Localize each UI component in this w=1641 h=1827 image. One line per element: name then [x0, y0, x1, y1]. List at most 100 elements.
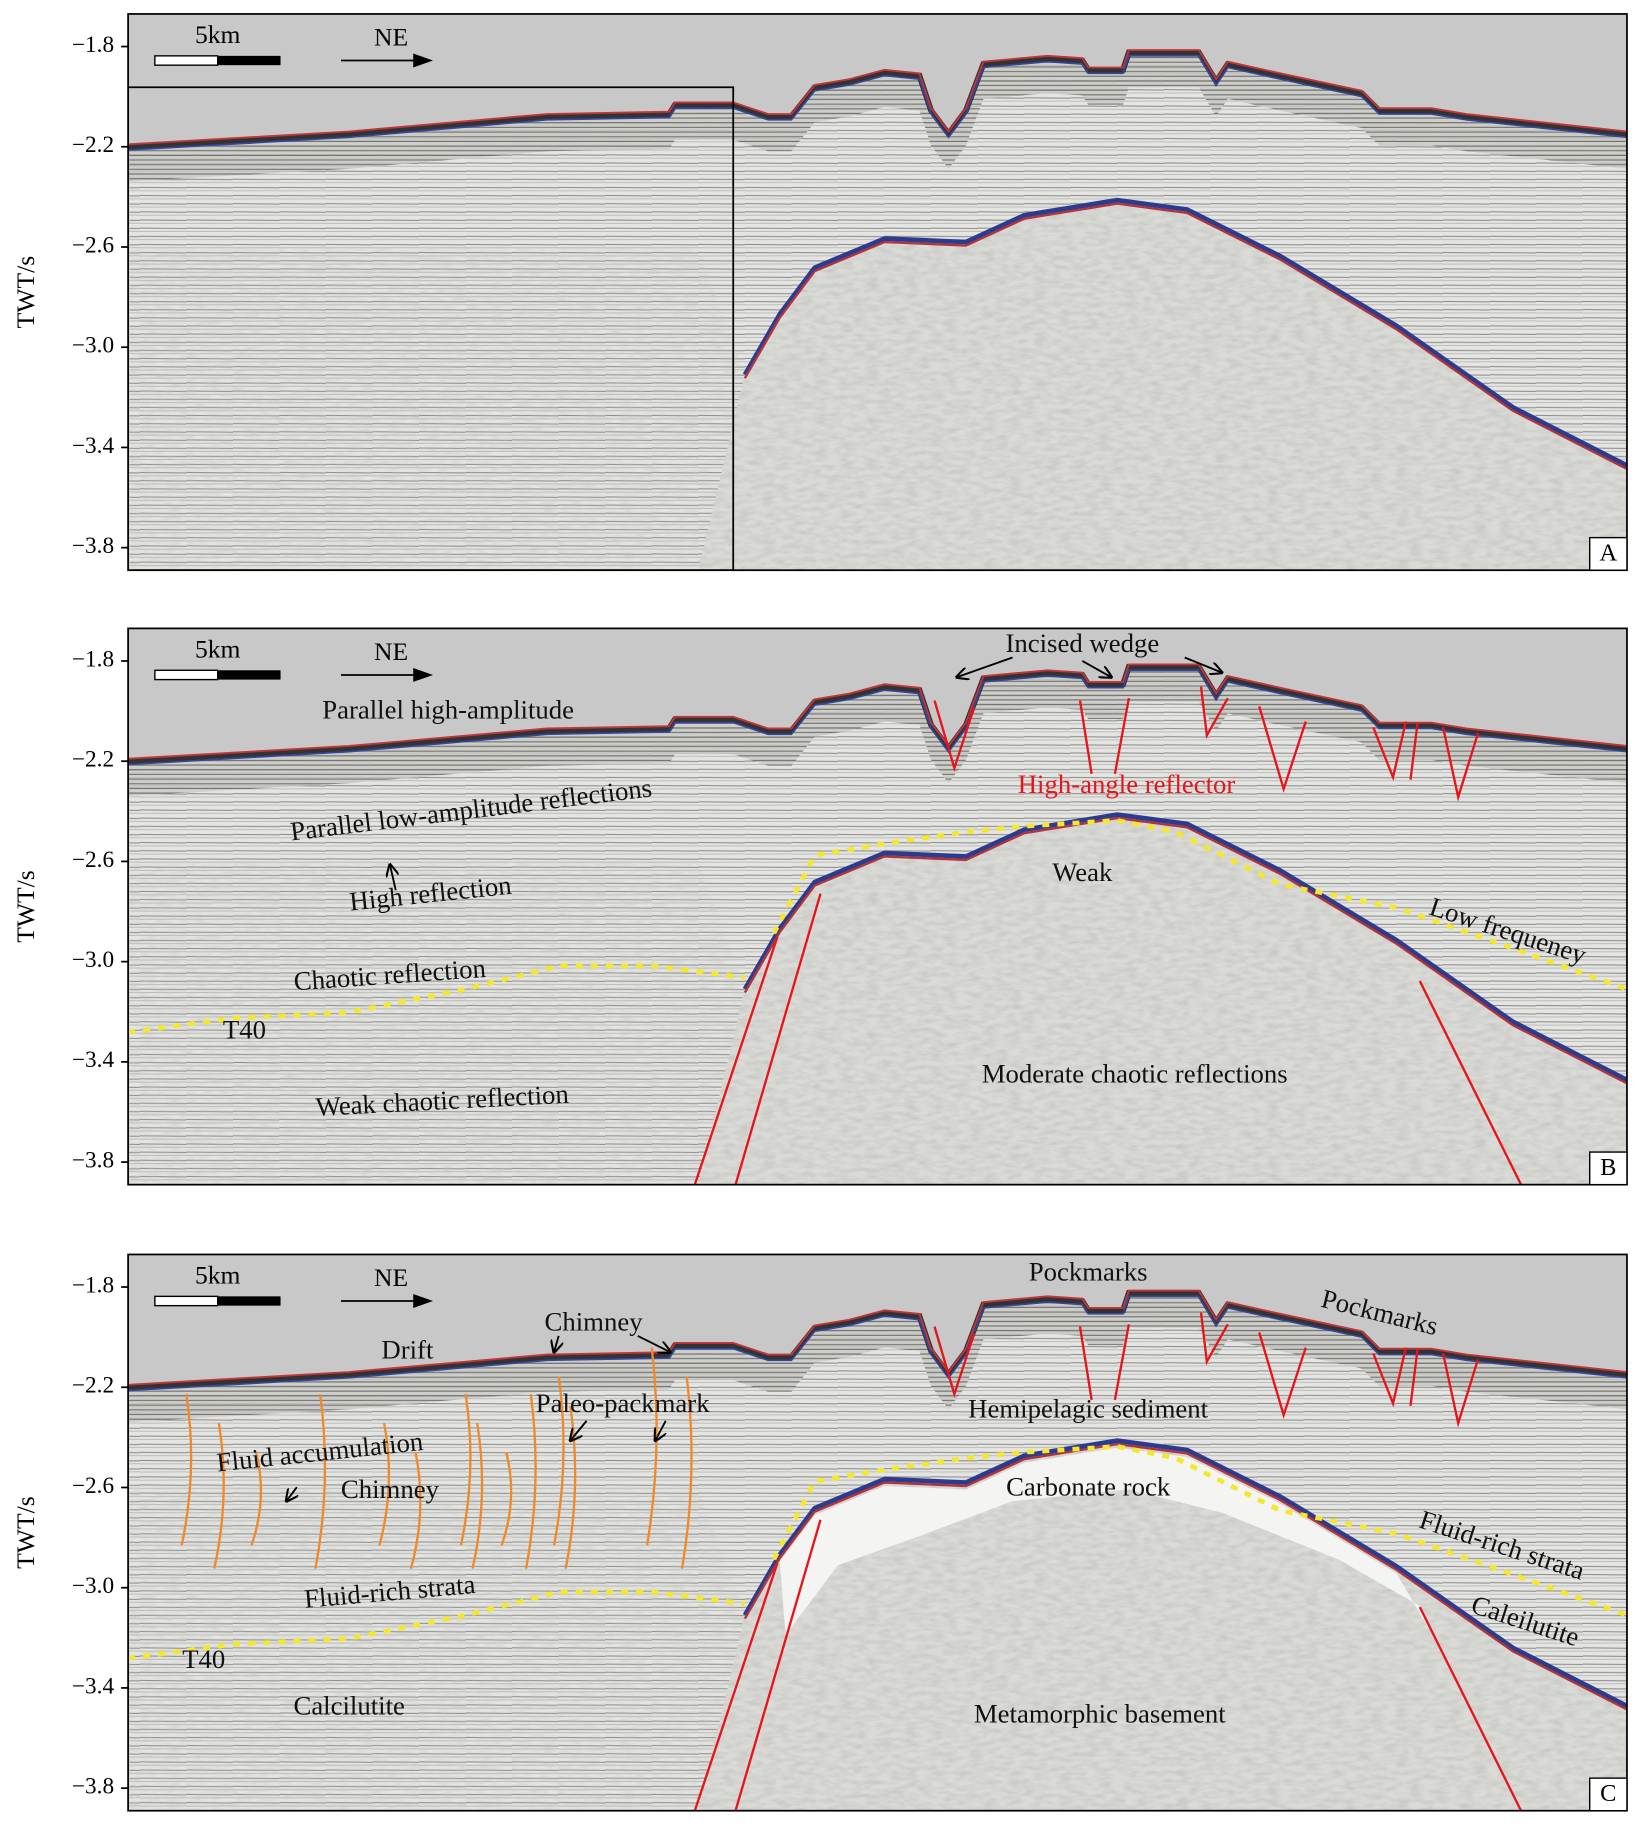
- fault: [734, 893, 822, 1185]
- fault: [693, 936, 779, 1185]
- left-texture: [128, 861, 745, 1185]
- seafloor-red: [128, 1289, 1627, 1386]
- annotation: Hemipelagic sediment: [968, 1394, 1208, 1424]
- scale-label: 5km: [195, 635, 241, 664]
- panel-label-box: [1589, 536, 1628, 571]
- annotation: Moderate chaotic reflections: [982, 1059, 1288, 1089]
- annotation: Incised wedge: [1005, 628, 1159, 658]
- y-tick-label: −1.8: [72, 1272, 114, 1298]
- fault: [1078, 700, 1093, 775]
- horizon: [771, 818, 1627, 992]
- upper-band: [128, 1292, 1627, 1423]
- direction-label: NE: [374, 1263, 408, 1292]
- y-tick-label: −1.8: [72, 32, 114, 58]
- panel: −1.8 −2.2 −2.6 −3.0 −3.4 −3.8 TWT/s 5km NE B Incis…: [11, 627, 1628, 1186]
- seafloor-blue: [128, 55, 1627, 151]
- pointer-arrow: [655, 1420, 667, 1441]
- upper-band: [128, 666, 1627, 796]
- chimney: [378, 1422, 391, 1546]
- annotation: T40: [182, 1644, 225, 1674]
- fault: [1078, 1326, 1093, 1401]
- seafloor-blue: [128, 669, 1627, 766]
- dome-top-red: [743, 202, 1627, 471]
- chimney: [524, 1393, 537, 1569]
- chimney: [459, 1393, 472, 1546]
- chimney: [180, 1393, 193, 1546]
- pointer-arrow: [957, 656, 1013, 677]
- direction-head: [413, 1294, 433, 1308]
- dome-top: [742, 812, 1627, 1082]
- y-axis-label: TWT/s: [11, 256, 40, 329]
- section: [128, 13, 1627, 571]
- pointer-arrow: [554, 1335, 559, 1352]
- horizon: [128, 1589, 746, 1661]
- fault: [1199, 1312, 1229, 1366]
- pointer-arrow: [1081, 660, 1111, 677]
- seafloor-blue: [128, 1295, 1627, 1392]
- scale-label: 5km: [195, 20, 241, 49]
- fault: [693, 1562, 779, 1811]
- y-axis-label: TWT/s: [11, 1496, 40, 1569]
- y-tick-label: −2.6: [72, 847, 114, 873]
- seafloor-red: [128, 663, 1627, 760]
- y-tick-label: −2.2: [72, 747, 114, 773]
- y-tick-label: −2.2: [72, 132, 114, 158]
- y-tick-label: −3.8: [72, 533, 114, 559]
- fault: [1199, 686, 1229, 740]
- y-tick-label: −3.4: [72, 1673, 115, 1699]
- chimney: [564, 1405, 577, 1569]
- chimney: [471, 1423, 484, 1569]
- annotation: Calcilutite: [293, 1690, 404, 1720]
- pointer-arrow: [1184, 656, 1222, 672]
- scale-white: [154, 669, 219, 681]
- fault: [734, 1519, 822, 1811]
- annotation: Carbonate rock: [1006, 1472, 1171, 1502]
- panel-label: C: [1600, 1780, 1616, 1807]
- y-axis-label: TWT/s: [11, 870, 40, 943]
- section: [128, 1254, 1627, 1811]
- fault: [1409, 1349, 1419, 1406]
- scale-white: [154, 55, 219, 66]
- fault: [1113, 1324, 1131, 1401]
- direction-head: [413, 667, 433, 682]
- chimney: [680, 1376, 693, 1569]
- left-texture: [128, 1487, 745, 1811]
- fault: [1418, 1606, 1523, 1811]
- y-tick-label: −2.2: [72, 1373, 114, 1399]
- panel: −1.8 −2.2 −2.6 −3.0 −3.4 −3.8 TWT/s 5km NE C Pockm…: [11, 1253, 1628, 1812]
- panel-label-box: [1589, 1777, 1628, 1812]
- fault: [1258, 706, 1307, 793]
- pointer-arrow: [286, 1486, 296, 1501]
- scale-black: [217, 1296, 281, 1306]
- inset-box: [128, 86, 735, 571]
- y-tick-label: −3.0: [72, 333, 114, 359]
- y-tick-label: −3.0: [72, 947, 114, 973]
- dome-top-red: [743, 816, 1627, 1085]
- fault: [1418, 980, 1523, 1185]
- scale-white: [154, 1295, 219, 1307]
- y-tick-label: −3.8: [72, 1774, 114, 1800]
- horizon: [771, 1444, 1627, 1618]
- annotation: Chimney: [545, 1306, 644, 1336]
- carbonate: [779, 1447, 1455, 1674]
- fault: [1409, 723, 1419, 780]
- fault: [1372, 721, 1407, 782]
- upper-band: [128, 52, 1627, 182]
- basement-texture: [698, 200, 1627, 571]
- chimney: [314, 1393, 327, 1569]
- seafloor-red: [128, 49, 1627, 146]
- fault: [933, 1326, 976, 1399]
- chimney: [409, 1452, 422, 1569]
- fault: [1258, 1332, 1307, 1419]
- annotation: Pockmarks: [1029, 1256, 1148, 1286]
- scale-label: 5km: [195, 1261, 241, 1290]
- scale-black: [217, 55, 281, 66]
- y-tick-label: −1.8: [72, 646, 114, 672]
- dome-top: [742, 197, 1627, 468]
- annotation: Drift: [381, 1334, 434, 1364]
- y-tick-label: −3.8: [72, 1147, 114, 1173]
- frame: [127, 627, 1628, 1186]
- pointer-arrow: [390, 865, 396, 891]
- annotation: Metamorphic basement: [974, 1699, 1226, 1729]
